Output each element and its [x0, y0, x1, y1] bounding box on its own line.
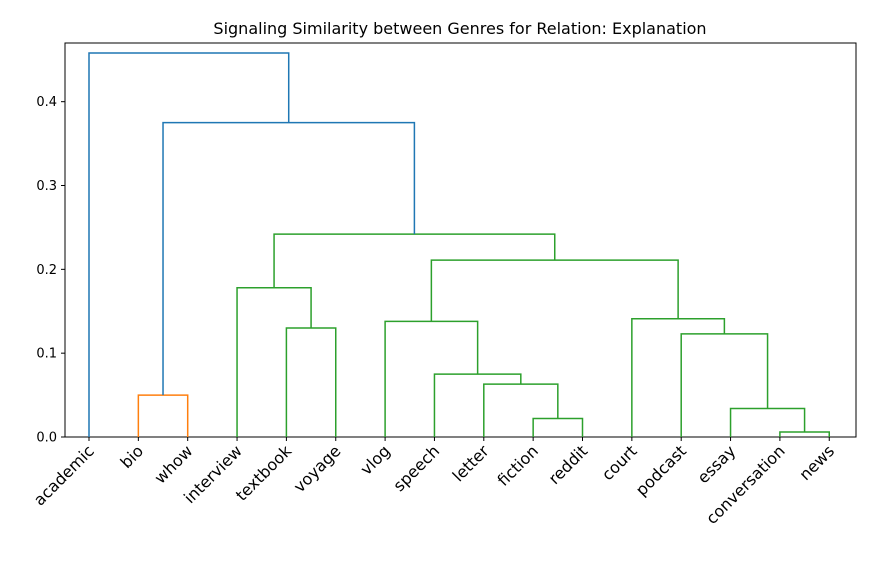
dendrogram-links [88, 52, 830, 437]
dendrogram-link-19 [137, 394, 189, 437]
dendrogram-link-27 [430, 259, 679, 322]
dendrogram-link-30 [88, 52, 290, 437]
leaf-label-reddit: reddit [545, 441, 592, 488]
chart-title: Signaling Similarity between Genres for … [213, 19, 706, 38]
leaf-label-bio: bio [116, 441, 147, 472]
leaf-label-court: court [598, 441, 641, 484]
leaf-label-speech: speech [389, 441, 443, 495]
y-tick-label: 0.0 [36, 431, 57, 446]
dendrogram-link-23 [285, 327, 337, 437]
dendrogram-link-24 [384, 320, 479, 437]
y-tick-label: 0.4 [36, 95, 57, 110]
dendrogram-link-18 [729, 407, 806, 437]
leaf-label-whow: whow [150, 441, 196, 487]
leaf-label-academic: academic [30, 441, 98, 509]
leaf-label-voyage: voyage [290, 441, 345, 496]
y-tick-label: 0.3 [36, 179, 57, 194]
dendrogram-link-26 [236, 287, 312, 437]
plot-frame [64, 42, 857, 438]
dendrogram-link-21 [433, 373, 522, 437]
dendrogram-link-17 [532, 417, 584, 437]
leaf-label-news: news [795, 441, 838, 484]
leaf-label-essay: essay [694, 441, 740, 487]
leaf-label-letter: letter [449, 441, 493, 485]
dendrogram-link-25 [631, 318, 726, 437]
leaf-label-fiction: fiction [494, 441, 542, 489]
dendrogram-link-20 [483, 383, 559, 437]
y-tick-label: 0.1 [36, 347, 57, 362]
y-tick-label: 0.2 [36, 263, 57, 278]
leaf-label-podcast: podcast [632, 441, 690, 499]
dendrogram-link-22 [680, 333, 769, 437]
dendrogram-link-28 [273, 233, 556, 288]
leaf-label-vlog: vlog [357, 441, 394, 478]
dendrogram-link-16 [779, 431, 830, 437]
y-axis: 0.0 0.1 0.2 0.3 0.4 [36, 95, 65, 446]
dendrogram-link-29 [162, 121, 416, 396]
